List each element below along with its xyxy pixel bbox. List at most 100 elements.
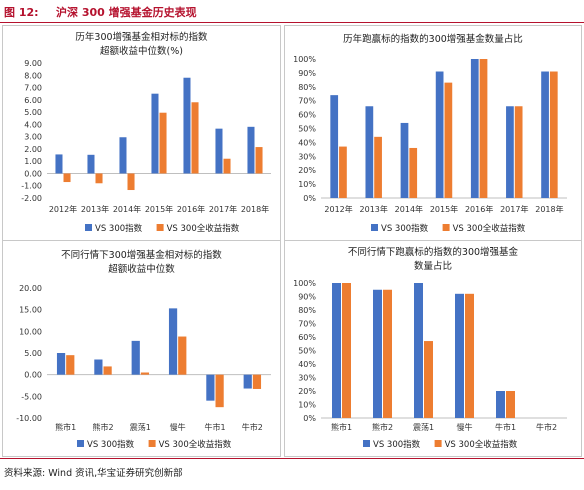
y-tick-label: 0% [303,194,316,203]
chart-title-line: 历年300增强基金相对标的指数 [75,31,208,43]
y-tick-label: -1.00 [21,182,42,191]
bar-vs-300-total-return [191,102,199,174]
footer-divider [0,458,584,459]
legend-swatch [148,440,156,447]
y-tick-label: 60% [298,333,316,342]
y-tick-label: 70% [298,320,316,329]
bar-vs-300-index [541,71,549,198]
chart-panel-1: 历年300增强基金相对标的指数 超额收益中位数(%) -2.00 -1.00 0.00 1… [2,25,281,247]
bar-vs-300-total-return [95,173,103,184]
chart-panel-3: 不同行情下300增强基金相对标的指数 超额收益中位数 -10.00 -5.00 0.00… [2,240,281,457]
bar-vs-300-total-return [444,82,453,198]
x-category-label: 慢牛 [457,422,473,432]
x-category-label: 2012年 [324,204,352,214]
bar-vs-300-total-return [549,71,558,198]
y-tick-label: 100% [293,279,316,288]
y-tick-label: 6.00 [24,96,42,105]
chart-panel-2: 历年跑赢标的指数的300增强基金数量占比 0% 10% 20% 30% 40% 50% 60%… [284,25,582,247]
bar-vs-300-index [55,154,63,174]
x-category-label: 2017年 [500,204,528,214]
bar-vs-300-index [119,137,127,174]
y-tick-label: 0% [303,414,316,423]
bar-vs-300-total-return [103,366,112,375]
bar-vs-300-total-return [223,158,231,174]
bar-vs-300-index [330,95,339,198]
y-tick-label: 30% [298,152,316,161]
y-tick-label: 8.00 [24,71,42,80]
bar-vs-300-total-return [383,289,392,418]
bar-vs-300-total-return [63,173,71,183]
bar-vs-300-total-return [215,374,224,408]
figure-title: 沪深 300 增强基金历史表现 [56,6,197,19]
legend-swatch [156,224,164,231]
y-tick-label: 20% [298,387,316,396]
y-tick-label: 60% [298,111,316,120]
bar-vs-300-total-return [127,173,135,191]
bar-vs-300-index [206,374,215,401]
chart-title-line: 历年跑赢标的指数的300增强基金数量占比 [343,33,523,45]
x-category-label: 2013年 [81,204,109,214]
x-category-label: 牛市1 [204,422,225,432]
bar-vs-300-index [168,308,178,375]
y-tick-label: 15.00 [19,306,42,315]
y-tick-label: 80% [298,306,316,315]
figure-number: 图 12: [4,6,39,19]
bar-vs-300-index [131,340,140,375]
legend-swatch [434,440,442,447]
legend-label: VS 300指数 [373,439,421,450]
x-category-label: 震荡1 [413,422,434,432]
bar-vs-300-total-return [374,136,382,198]
x-category-label: 牛市1 [495,422,516,432]
legend-swatch [371,224,378,231]
bar-vs-300-index [400,122,409,198]
x-category-label: 2018年 [535,204,563,214]
bar-vs-300-index [215,128,223,174]
x-category-label: 2015年 [145,204,173,214]
y-tick-label: 50% [298,125,316,134]
bar-vs-300-index [506,106,514,198]
chart-panel-4: 不同行情下跑赢标的指数的300增强基金 数量占比 0% 10% 20% 30% 40% 50%… [284,240,582,457]
x-category-label: 牛市2 [536,422,557,432]
bar-vs-300-index [243,374,252,389]
y-tick-label: 100% [293,55,316,64]
bar-vs-300-index [247,126,255,174]
y-tick-label: 20.00 [19,284,42,293]
legend-label: VS 300指数 [95,223,143,234]
chart-title-line: 不同行情下300增强基金相对标的指数 [61,249,222,261]
y-tick-label: 5.00 [24,108,42,117]
bar-vs-300-total-return [159,112,167,174]
x-category-label: 2014年 [113,204,141,214]
legend-swatch [85,224,92,231]
bar-vs-300-index [373,289,382,418]
legend-label: VS 300全收益指数 [453,223,526,234]
x-category-label: 震荡1 [130,422,151,432]
bar-vs-300-total-return [465,293,474,418]
bar-vs-300-index [151,93,159,174]
bar-vs-300-index [435,71,444,198]
bar-vs-300-total-return [140,372,150,375]
y-tick-label: 20% [298,166,316,175]
x-category-label: 熊市1 [55,422,76,432]
bar-vs-300-index [365,106,374,198]
bar-vs-300-index [183,77,191,174]
y-tick-label: 70% [298,97,316,106]
legend-label: VS 300指数 [87,439,135,450]
legend-label: VS 300全收益指数 [167,223,240,234]
bar-vs-300-total-return [66,355,75,375]
y-tick-label: 10.00 [19,327,42,336]
y-tick-label: 4.00 [24,120,42,129]
x-category-label: 2018年 [241,204,269,214]
bar-vs-300-total-return [252,374,262,389]
x-category-label: 熊市2 [92,422,113,432]
x-category-label: 熊市2 [372,422,393,432]
y-tick-label: 80% [298,83,316,92]
y-tick-label: 9.00 [24,59,42,68]
y-tick-label: -10.00 [16,414,42,423]
y-tick-label: 10% [298,180,316,189]
x-category-label: 熊市1 [331,422,352,432]
legend-swatch [363,440,370,447]
y-tick-label: 30% [298,374,316,383]
bar-vs-300-total-return [178,336,187,375]
